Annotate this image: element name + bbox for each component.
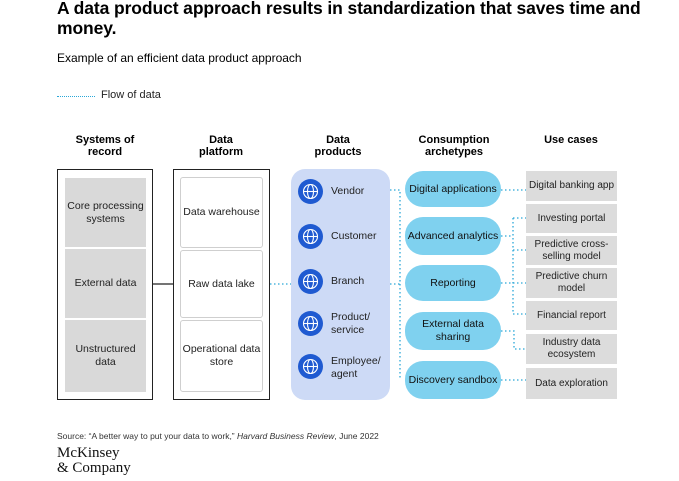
source-note: Source: “A better way to put your data t… xyxy=(57,431,379,441)
globe-icon xyxy=(298,224,323,249)
header-platform: Data platform xyxy=(199,134,243,158)
product-branch: Branch xyxy=(331,275,365,287)
header-archetypes: Consumption archetypes xyxy=(418,134,490,158)
globe-icon xyxy=(298,311,323,336)
usecase-data-exploration: Data exploration xyxy=(526,368,617,399)
flow-legend-label: Flow of data xyxy=(101,89,161,101)
usecase-predictive-churn: Predictive churn model xyxy=(526,268,617,298)
archetype-digital-applications: Digital applications xyxy=(405,171,501,207)
product-product-service: Product/ service xyxy=(331,311,371,336)
system-core-processing: Core processing systems xyxy=(65,178,146,247)
platform-operational-data-store: Operational data store xyxy=(180,320,263,392)
system-external-data: External data xyxy=(65,249,146,318)
platform-raw-data-lake: Raw data lake xyxy=(180,250,263,318)
header-usecases: Use cases xyxy=(544,134,598,146)
page-title: A data product approach results in stand… xyxy=(57,0,641,38)
product-employee-agent: Employee/ agent xyxy=(331,355,381,380)
product-vendor: Vendor xyxy=(331,185,365,197)
usecase-predictive-cross-selling: Predictive cross-selling model xyxy=(526,236,617,265)
usecase-digital-banking-app: Digital banking app xyxy=(526,171,617,201)
archetype-advanced-analytics: Advanced analytics xyxy=(405,217,501,255)
globe-icon xyxy=(298,179,323,204)
system-unstructured-data: Unstructured data xyxy=(65,320,146,392)
archetype-external-data-sharing: External data sharing xyxy=(405,312,501,350)
usecase-financial-report: Financial report xyxy=(526,301,617,330)
header-products: Data products xyxy=(314,134,362,158)
platform-data-warehouse: Data warehouse xyxy=(180,177,263,248)
mckinsey-logo: McKinsey & Company xyxy=(57,445,131,476)
globe-icon xyxy=(298,354,323,379)
archetype-reporting: Reporting xyxy=(405,265,501,301)
product-customer: Customer xyxy=(331,230,377,242)
page-subtitle: Example of an efficient data product app… xyxy=(57,51,302,65)
flow-legend-line xyxy=(57,96,95,97)
usecase-industry-data-ecosystem: Industry data ecosystem xyxy=(526,334,617,364)
header-systems: Systems of record xyxy=(75,134,135,158)
archetype-discovery-sandbox: Discovery sandbox xyxy=(405,361,501,399)
globe-icon xyxy=(298,269,323,294)
usecase-investing-portal: Investing portal xyxy=(526,204,617,233)
